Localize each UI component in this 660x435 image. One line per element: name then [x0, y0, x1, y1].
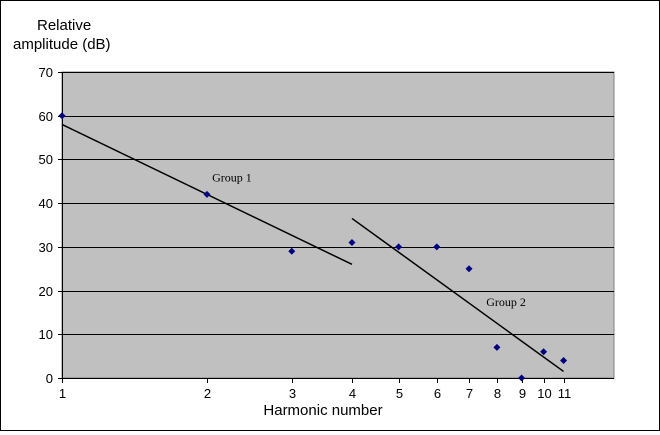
y-tick-label-10: 10 — [39, 327, 53, 342]
data-point-3 — [288, 247, 296, 255]
data-point-2 — [203, 190, 211, 198]
data-point-10 — [540, 348, 548, 356]
data-point-5 — [395, 243, 403, 251]
y-tick-label-70: 70 — [39, 65, 53, 80]
plot-background — [61, 71, 615, 379]
annotation-group-2: Group 2 — [486, 295, 526, 309]
annotation-group-1: Group 1 — [212, 170, 252, 184]
x-tick-label-9: 9 — [519, 386, 526, 401]
y-tick-label-50: 50 — [39, 152, 53, 167]
x-tick-label-5: 5 — [396, 386, 403, 401]
data-point-7 — [465, 265, 473, 273]
x-tick-label-3: 3 — [289, 386, 296, 401]
data-point-1 — [58, 112, 66, 120]
y-tick-label-40: 40 — [39, 196, 53, 211]
x-tick-label-11: 11 — [558, 386, 572, 401]
x-tick-label-7: 7 — [466, 386, 473, 401]
y-tick-label-30: 30 — [39, 240, 53, 255]
trend-line-2 — [351, 217, 564, 373]
data-point-11 — [560, 357, 568, 365]
x-tick-label-10: 10 — [537, 386, 551, 401]
data-point-6 — [433, 243, 441, 251]
y-tick-label-60: 60 — [39, 109, 53, 124]
x-axis-title: Harmonic number — [263, 402, 382, 419]
y-axis-title-line1: Relative — [37, 17, 91, 34]
data-point-9 — [518, 374, 526, 382]
x-tick-label-2: 2 — [204, 386, 211, 401]
x-tick-label-8: 8 — [494, 386, 501, 401]
x-tick-label-6: 6 — [434, 386, 441, 401]
y-axis-title-line2: amplitude (dB) — [13, 36, 111, 53]
plot-area: 0 10 20 30 40 50 60 70 1 2 3 4 5 6 7 8 9 10 11 Group 1 Group… — [39, 65, 615, 401]
y-tick-label-20: 20 — [39, 284, 53, 299]
y-tick-label-0: 0 — [46, 371, 53, 386]
data-point-8 — [493, 343, 501, 351]
x-tick-label-1: 1 — [59, 386, 66, 401]
x-tick-label-4: 4 — [349, 386, 356, 401]
data-point-4 — [348, 238, 356, 246]
